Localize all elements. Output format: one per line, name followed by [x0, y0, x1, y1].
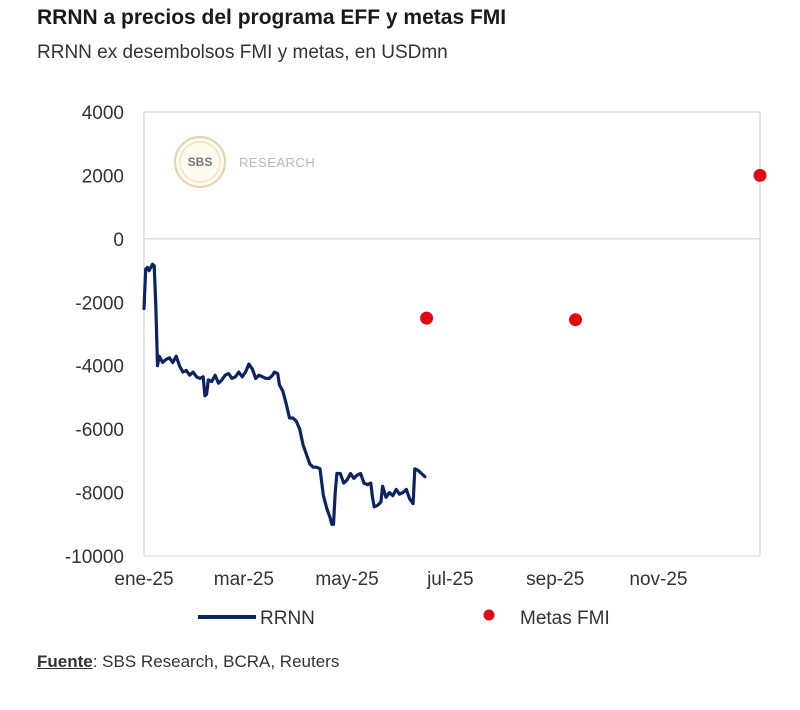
legend-dot-swatch [483, 609, 495, 621]
x-tick-label: ene-25 [114, 569, 173, 590]
source-note: Fuente: SBS Research, BCRA, Reuters [37, 652, 339, 672]
y-tick-label: -8000 [75, 484, 124, 505]
imf-target-point [753, 168, 767, 182]
y-tick-label: 0 [113, 230, 124, 251]
chart: SBS RESEARCH 4000 2000 0 -2000 -4000 -6000 -80… [65, 103, 767, 629]
x-tick-label: sep-25 [526, 569, 584, 590]
rrnn-series-line [142, 262, 427, 526]
series-layer [142, 168, 767, 526]
grid-layer [143, 111, 761, 557]
logo-badge-text: SBS [188, 155, 213, 169]
x-tick-label: may-25 [315, 569, 378, 590]
legend: RRNN Metas FMI [198, 608, 610, 629]
y-tick-label: -2000 [75, 293, 124, 314]
legend-label-metas: Metas FMI [520, 608, 610, 629]
logo-badge-inner [179, 141, 221, 183]
y-tick-label: 2000 [82, 166, 124, 187]
x-tick-label: nov-25 [629, 569, 687, 590]
logo-research-text: RESEARCH [239, 155, 315, 170]
x-tick-label: jul-25 [426, 569, 473, 590]
watermark-logo: SBS RESEARCH [174, 136, 315, 188]
source-label: Fuente [37, 652, 93, 671]
y-tick-label: 4000 [82, 103, 124, 124]
x-tick-label: mar-25 [214, 569, 274, 590]
imf-target-point [569, 313, 582, 327]
source-text: : SBS Research, BCRA, Reuters [92, 652, 340, 671]
y-tick-label: -6000 [75, 420, 124, 441]
logo-badge-circle [174, 136, 226, 188]
imf-target-point [420, 311, 434, 325]
y-tick-label: -10000 [65, 547, 124, 568]
legend-label-rrnn: RRNN [260, 608, 315, 629]
axis-layer: 4000 2000 0 -2000 -4000 -6000 -8000 -10000ene-2… [65, 103, 688, 590]
chart-subtitle: RRNN ex desembolsos FMI y metas, en USDm… [37, 42, 448, 63]
y-tick-label: -4000 [75, 357, 124, 378]
chart-title: RRNN a precios del programa EFF y metas … [37, 6, 507, 29]
